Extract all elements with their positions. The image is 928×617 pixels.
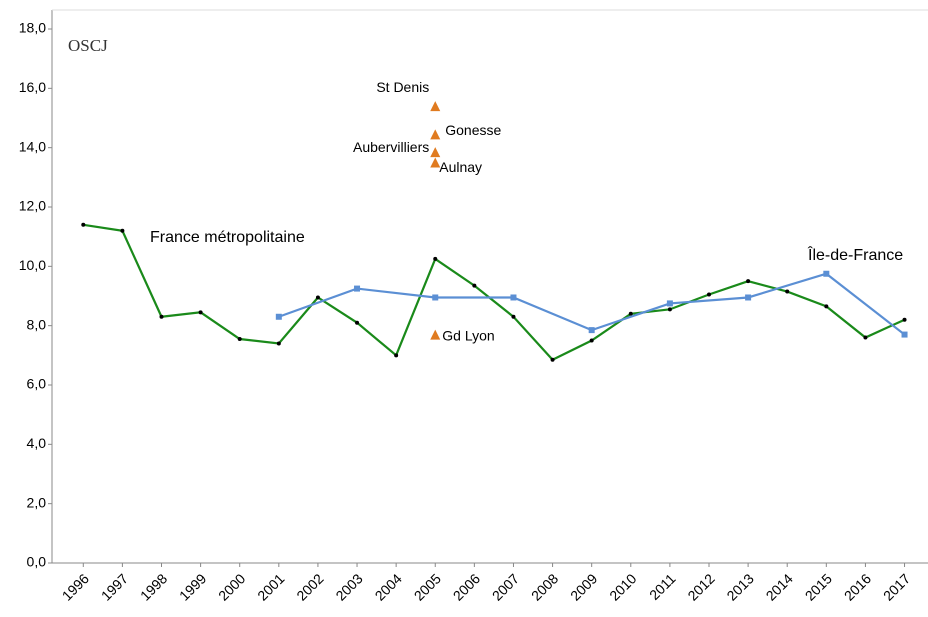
x-tick-label: 1996 <box>59 570 92 603</box>
y-tick-label: 14,0 <box>19 138 46 154</box>
x-tick-label: 2017 <box>880 570 913 603</box>
triangle-marker <box>430 329 441 340</box>
point-label: Gd Lyon <box>442 327 494 343</box>
x-tick-label: 2001 <box>254 570 287 603</box>
point-marker <box>394 353 399 358</box>
x-tick-label: 2016 <box>841 570 874 603</box>
y-tick-label: 6,0 <box>27 376 47 392</box>
point-marker <box>432 294 439 301</box>
point-marker <box>863 335 868 340</box>
x-tick-label: 2014 <box>763 570 796 603</box>
x-tick-label: 2013 <box>724 570 757 603</box>
point-marker <box>472 283 477 288</box>
y-tick-label: 16,0 <box>19 79 46 95</box>
point-marker <box>315 295 320 300</box>
point-marker <box>81 222 86 227</box>
x-tick-label: 2006 <box>450 570 483 603</box>
triangle-marker <box>430 147 441 158</box>
x-tick-label: 2003 <box>332 570 365 603</box>
x-tick-label: 2010 <box>606 570 639 603</box>
point-marker <box>275 313 282 320</box>
point-marker <box>588 327 595 334</box>
x-tick-label: 2007 <box>489 570 522 603</box>
point-marker <box>354 285 361 292</box>
point-marker <box>433 256 438 261</box>
point-label: Aulnay <box>439 159 482 175</box>
triangle-marker <box>430 157 441 168</box>
series-label: France métropolitaine <box>150 229 305 246</box>
point-marker <box>510 294 517 301</box>
point-label: Gonesse <box>445 122 501 138</box>
series-label: Île-de-France <box>807 245 903 264</box>
point-marker <box>237 337 242 342</box>
logo: OSCJ <box>68 36 108 55</box>
point-marker <box>785 289 790 294</box>
point-marker <box>355 320 360 325</box>
series-line <box>83 223 905 362</box>
point-marker <box>746 279 751 284</box>
point-marker <box>159 314 164 319</box>
point-marker <box>276 341 281 346</box>
y-tick-label: 0,0 <box>27 554 47 570</box>
point-marker <box>902 317 907 322</box>
x-tick-label: 2000 <box>215 570 248 603</box>
point-marker <box>120 228 125 233</box>
point-marker <box>589 338 594 343</box>
point-marker <box>628 311 633 316</box>
x-tick-label: 2011 <box>646 570 679 603</box>
y-tick-label: 4,0 <box>27 435 47 451</box>
series-line <box>278 272 906 336</box>
x-tick-label: 1997 <box>98 570 131 603</box>
y-tick-label: 18,0 <box>19 20 46 36</box>
point-label: Aubervilliers <box>353 139 429 155</box>
triangle-marker <box>430 101 441 112</box>
triangle-marker <box>430 129 441 140</box>
x-tick-label: 2009 <box>567 570 600 603</box>
x-tick-label: 2004 <box>372 570 405 603</box>
x-tick-label: 1999 <box>176 570 209 603</box>
point-marker <box>550 357 555 362</box>
y-tick-label: 10,0 <box>19 257 46 273</box>
x-tick-label: 2008 <box>528 570 561 603</box>
x-tick-label: 2012 <box>684 570 717 603</box>
y-tick-label: 2,0 <box>27 494 47 510</box>
point-marker <box>666 300 673 307</box>
point-marker <box>901 331 908 338</box>
x-tick-label: 2002 <box>293 570 326 603</box>
point-marker <box>745 294 752 301</box>
y-tick-label: 8,0 <box>27 316 47 332</box>
point-label: St Denis <box>376 79 429 95</box>
point-marker <box>667 307 672 312</box>
point-marker <box>824 304 829 309</box>
y-tick-label: 12,0 <box>19 198 46 214</box>
x-tick-label: 1998 <box>137 570 170 603</box>
x-tick-label: 2015 <box>802 570 835 603</box>
point-marker <box>198 310 203 315</box>
point-marker <box>823 270 830 277</box>
point-marker <box>511 314 516 319</box>
x-tick-label: 2005 <box>411 570 444 603</box>
point-marker <box>707 292 711 297</box>
